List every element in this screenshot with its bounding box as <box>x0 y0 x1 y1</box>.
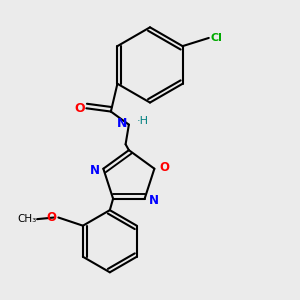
Text: O: O <box>159 160 169 174</box>
Text: Cl: Cl <box>210 33 222 43</box>
Text: N: N <box>148 194 159 207</box>
Text: O: O <box>74 102 85 115</box>
Text: N: N <box>117 116 127 130</box>
Text: CH₃: CH₃ <box>17 214 36 224</box>
Text: O: O <box>47 211 57 224</box>
Text: ·H: ·H <box>137 116 149 126</box>
Text: N: N <box>89 164 99 177</box>
